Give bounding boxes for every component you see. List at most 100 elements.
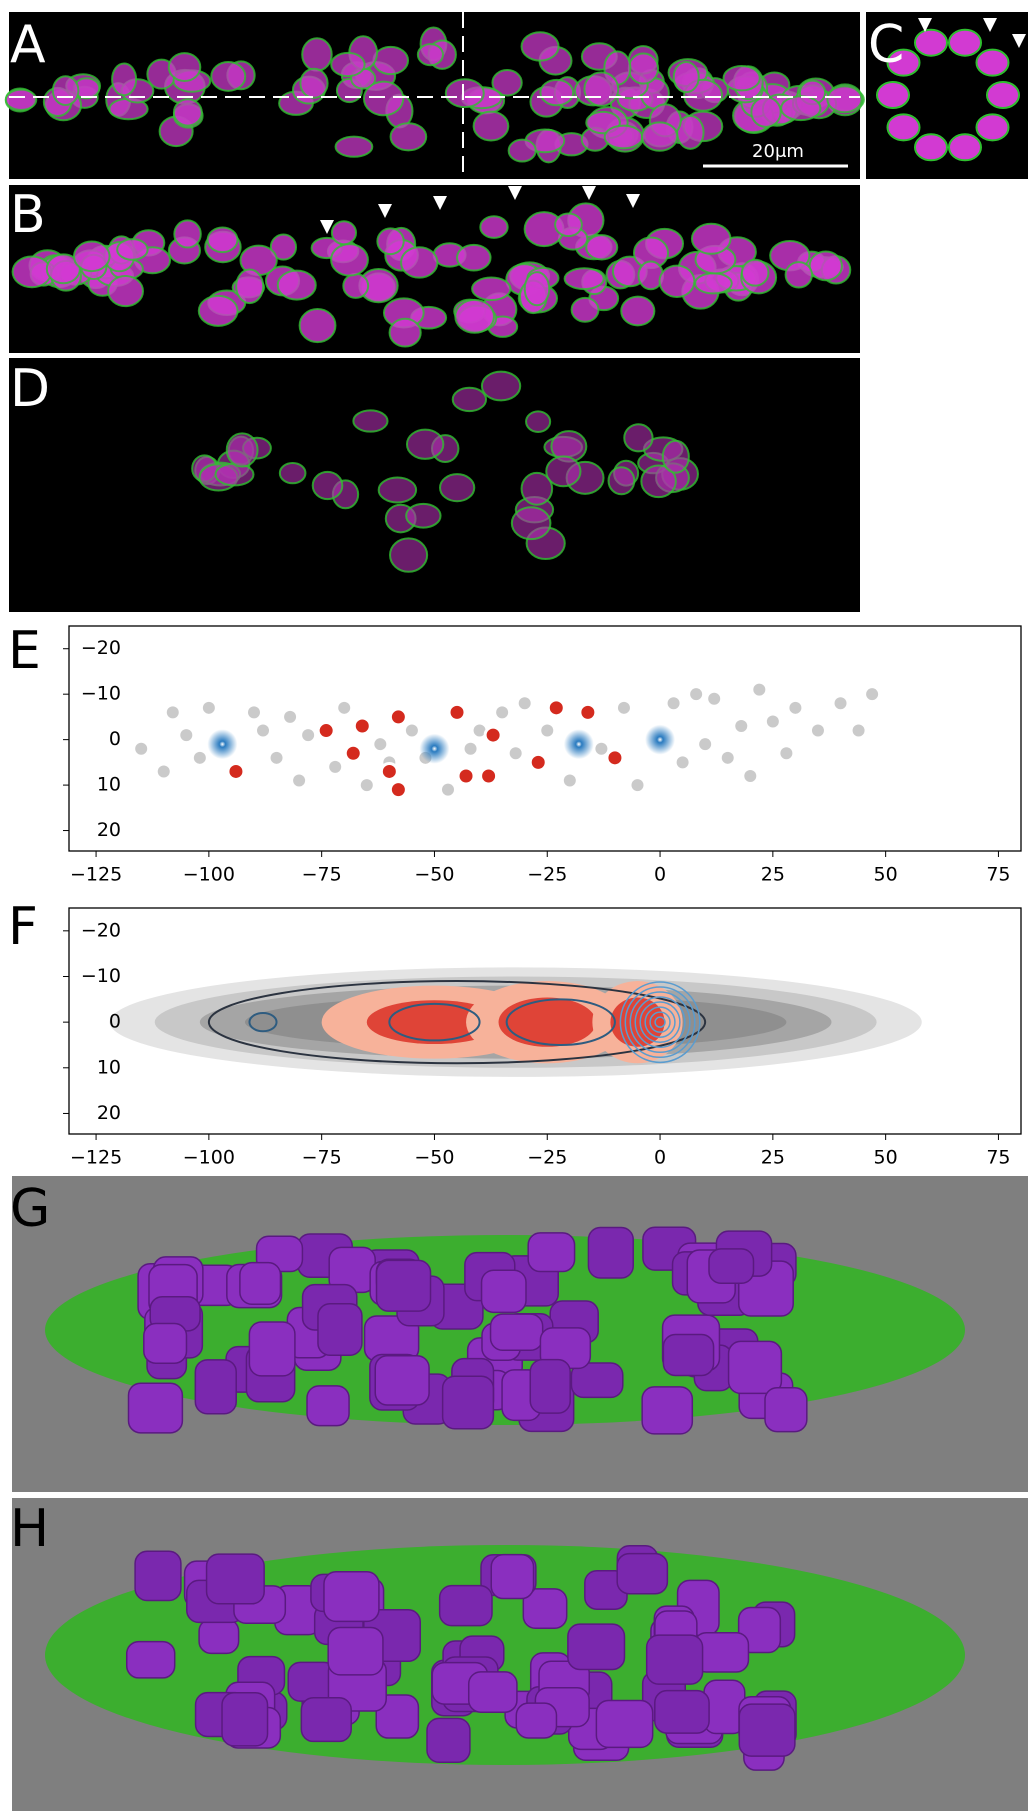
cell — [248, 1321, 296, 1377]
point — [135, 742, 148, 755]
cell — [299, 67, 329, 99]
panel-label: E — [8, 621, 41, 681]
point — [541, 724, 554, 737]
x-tick-label: 75 — [986, 1147, 1010, 1169]
cell — [672, 60, 700, 94]
cell — [975, 113, 1010, 142]
point — [834, 697, 847, 710]
cell — [515, 1702, 558, 1739]
y-tick-label: −10 — [81, 965, 121, 987]
point — [690, 688, 703, 701]
cell — [374, 1354, 430, 1406]
cell — [595, 1699, 654, 1749]
cell — [640, 464, 677, 499]
contour — [624, 986, 696, 1059]
point — [180, 729, 193, 742]
point — [257, 724, 270, 737]
cell — [125, 1640, 176, 1679]
contour — [619, 981, 701, 1064]
point — [329, 760, 342, 773]
point — [546, 698, 566, 718]
cell — [111, 62, 138, 97]
cell — [694, 272, 733, 295]
cell — [780, 95, 822, 122]
cell — [389, 122, 428, 152]
point — [270, 751, 283, 764]
cell — [210, 61, 247, 92]
panel-label: A — [10, 15, 46, 75]
scale-bar-label: 20μm — [752, 141, 804, 162]
cell — [330, 51, 366, 78]
contour — [634, 996, 686, 1049]
cell — [51, 75, 80, 107]
cell — [330, 243, 369, 277]
cell — [194, 1359, 237, 1415]
cell — [620, 295, 656, 327]
cell — [520, 31, 560, 62]
x-tick-label: −75 — [302, 1147, 342, 1169]
point — [483, 725, 503, 745]
cell — [491, 68, 523, 97]
cell — [375, 1694, 420, 1739]
cell — [529, 1358, 571, 1414]
point — [157, 765, 170, 778]
cell — [585, 234, 619, 261]
cell — [389, 537, 429, 573]
cell — [645, 1634, 704, 1685]
contour — [388, 1002, 481, 1042]
y-tick-label: −20 — [81, 919, 121, 941]
cell — [4, 88, 38, 111]
cell — [405, 502, 442, 529]
point — [293, 774, 306, 787]
point — [456, 766, 476, 786]
point — [479, 766, 499, 786]
x-tick-label: 0 — [654, 864, 666, 886]
cell — [525, 410, 552, 433]
point — [563, 774, 576, 787]
x-tick-label: −75 — [302, 864, 342, 886]
point — [744, 770, 757, 782]
cell — [300, 1697, 352, 1743]
y-tick-label: 0 — [109, 728, 121, 750]
cell — [654, 1689, 710, 1734]
x-tick-label: 50 — [874, 864, 898, 886]
cell — [45, 253, 81, 285]
cell — [947, 28, 982, 57]
x-tick-label: −100 — [183, 1147, 235, 1169]
x-tick-label: −100 — [183, 864, 235, 886]
cell — [662, 1333, 715, 1377]
point — [343, 743, 363, 763]
point — [338, 701, 351, 714]
point — [193, 751, 206, 764]
cell — [740, 258, 770, 287]
point — [617, 701, 630, 714]
panel-label: F — [8, 897, 38, 957]
point — [866, 688, 879, 701]
cell — [327, 1626, 384, 1676]
x-tick-label: 75 — [986, 864, 1010, 886]
cell — [510, 506, 552, 541]
cell — [334, 135, 374, 158]
overlays: 20μm A C B D E F G H — [8, 12, 1026, 1559]
cell — [623, 423, 654, 453]
cell — [205, 1553, 265, 1605]
point — [631, 779, 644, 792]
y-tick-label: 10 — [97, 1056, 121, 1078]
cell — [143, 1322, 188, 1364]
point — [447, 702, 467, 722]
point — [676, 756, 689, 769]
point — [207, 729, 238, 760]
point — [464, 742, 477, 755]
panel-label: C — [868, 15, 904, 75]
cell — [239, 1261, 282, 1306]
cell — [372, 45, 410, 76]
contour — [644, 1006, 676, 1038]
cell — [278, 461, 307, 485]
cell — [198, 1618, 240, 1655]
x-tick-label: −125 — [70, 864, 122, 886]
cell — [607, 466, 636, 496]
point — [518, 697, 531, 710]
x-tick-label: −50 — [414, 864, 454, 886]
cell — [116, 238, 149, 261]
